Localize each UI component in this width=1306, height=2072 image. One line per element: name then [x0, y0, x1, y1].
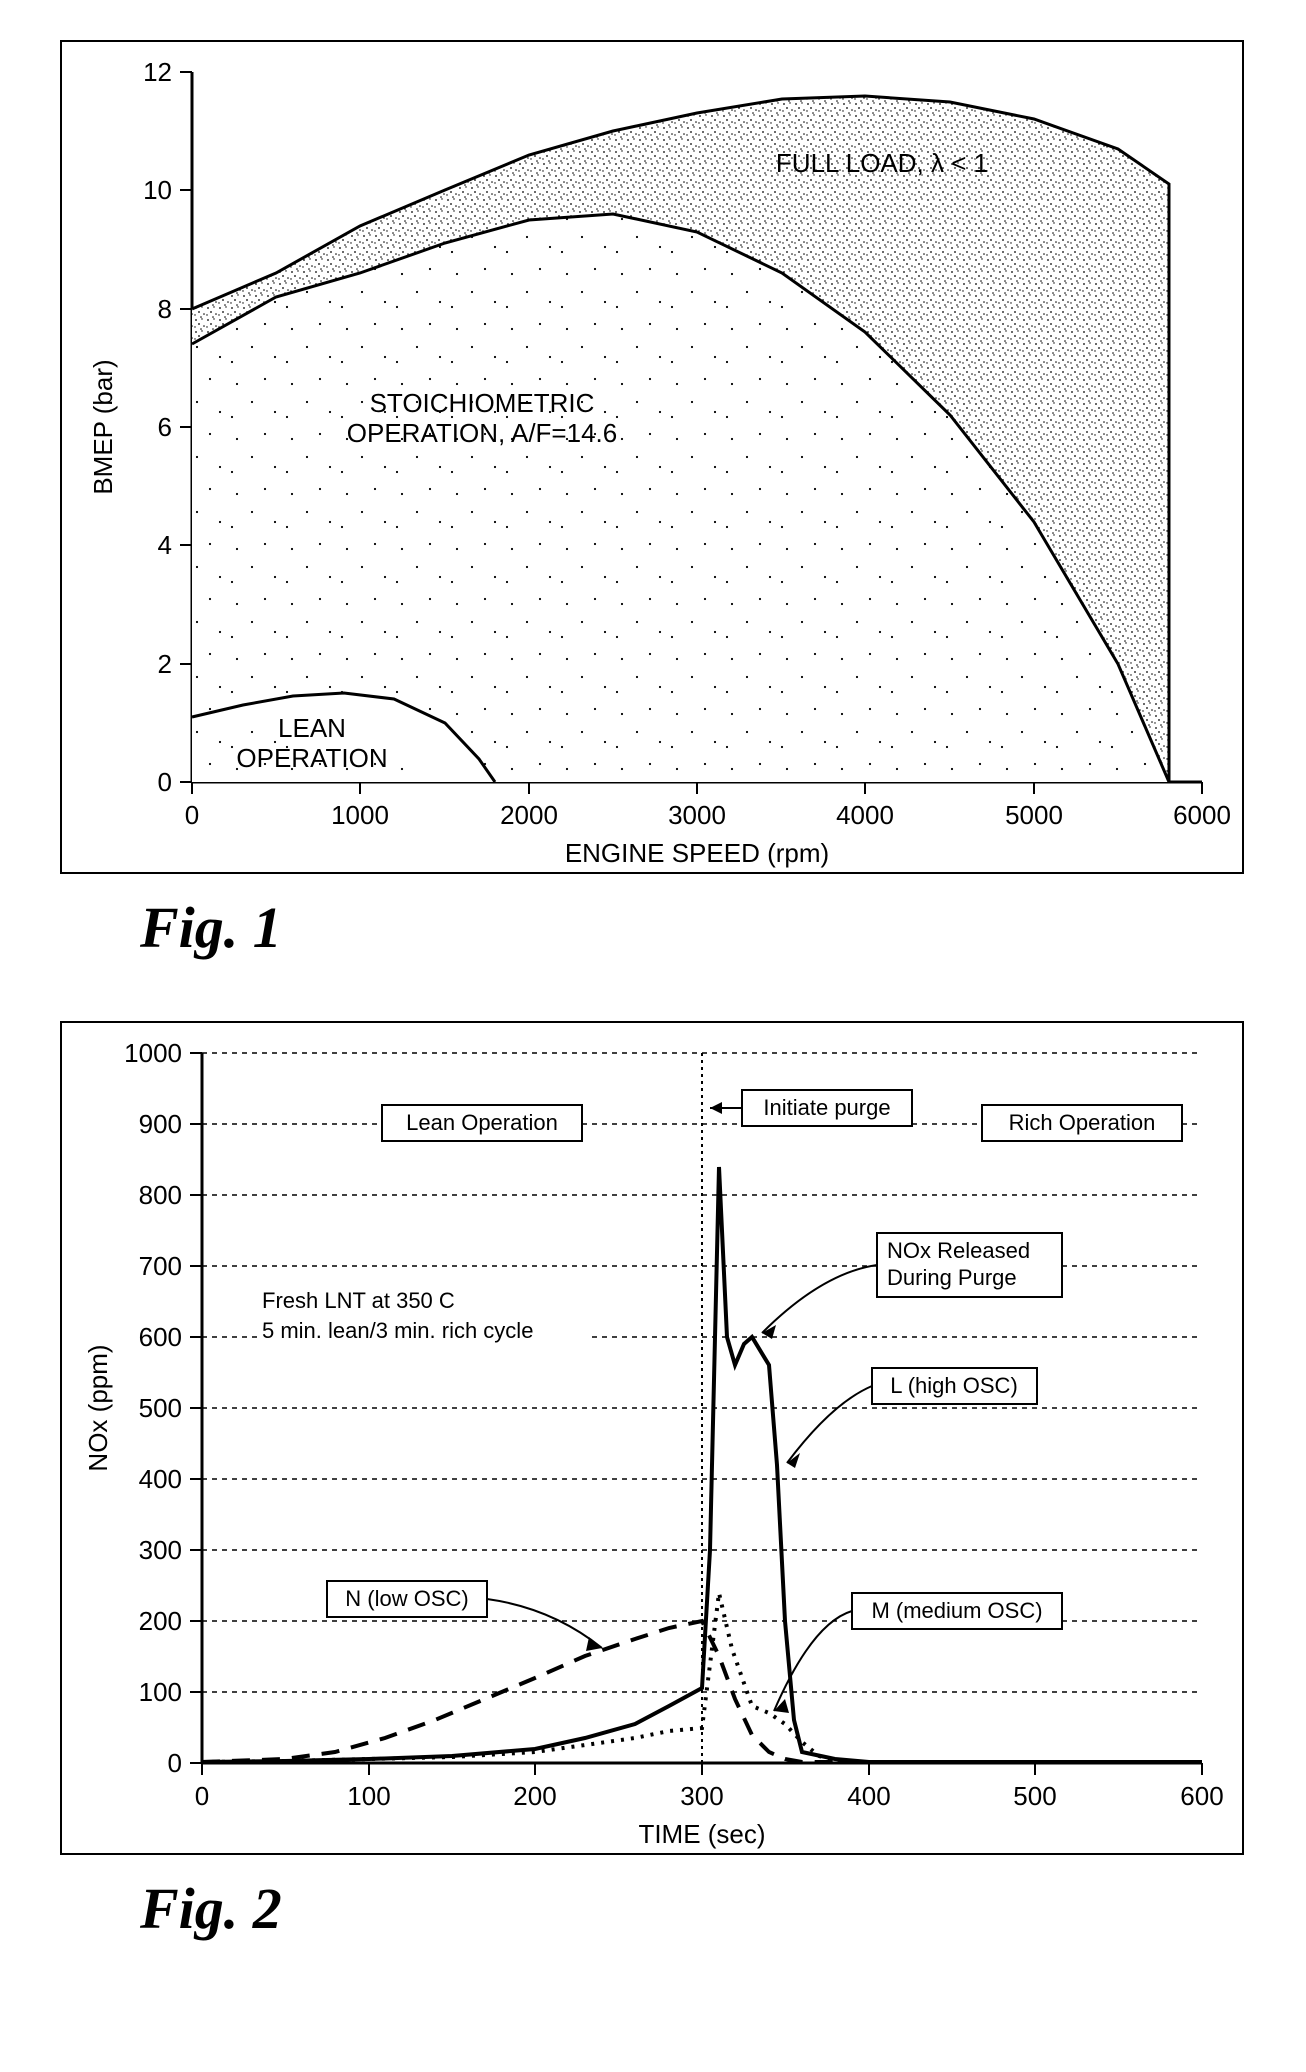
M-label-box: M (medium OSC) [774, 1593, 1062, 1713]
lean-op-box: Lean Operation [382, 1105, 582, 1141]
stoich-label-2: OPERATION, A/F=14.6 [347, 418, 617, 448]
M-label-text: M (medium OSC) [871, 1598, 1042, 1623]
fig1-yticks: 0 2 4 6 8 10 12 [143, 57, 192, 797]
nox-released-box: NOx Released During Purge [762, 1233, 1062, 1339]
fig1-caption: Fig. 1 [140, 894, 1286, 961]
f2y100: 100 [139, 1677, 182, 1707]
ytick-10: 10 [143, 175, 172, 205]
f2y500: 500 [139, 1393, 182, 1423]
f2x600: 600 [1180, 1781, 1223, 1811]
figure-2: 0 100 200 300 400 500 600 700 800 900 10… [60, 1021, 1244, 1855]
noxr2: During Purge [887, 1265, 1017, 1290]
ytick-2: 2 [158, 649, 172, 679]
fig2-xticks: 0 100 200 300 400 500 600 [195, 1763, 1224, 1811]
xtick-3000: 3000 [668, 800, 726, 830]
ytick-12: 12 [143, 57, 172, 87]
f2x200: 200 [513, 1781, 556, 1811]
f2x300: 300 [680, 1781, 723, 1811]
fig2-caption: Fig. 2 [140, 1875, 1286, 1942]
initiate-purge-text: Initiate purge [763, 1095, 890, 1120]
full-load-label: FULL LOAD, λ < 1 [776, 148, 988, 178]
fig2-xlabel: TIME (sec) [638, 1819, 765, 1849]
fig2-svg: 0 100 200 300 400 500 600 700 800 900 10… [62, 1023, 1242, 1853]
stoich-label-1: STOICHIOMETRIC [370, 388, 595, 418]
f2x500: 500 [1013, 1781, 1056, 1811]
xtick-6000: 6000 [1173, 800, 1231, 830]
f2x100: 100 [347, 1781, 390, 1811]
lean-op-text: Lean Operation [406, 1110, 558, 1135]
rich-op-box: Rich Operation [982, 1105, 1182, 1141]
cond2: 5 min. lean/3 min. rich cycle [262, 1318, 533, 1343]
f2x400: 400 [847, 1781, 890, 1811]
xtick-4000: 4000 [836, 800, 894, 830]
L-label-box: L (high OSC) [787, 1368, 1037, 1468]
xtick-0: 0 [185, 800, 199, 830]
ytick-4: 4 [158, 530, 172, 560]
f2y200: 200 [139, 1606, 182, 1636]
noxr1: NOx Released [887, 1238, 1030, 1263]
figure-1: 0 1000 2000 3000 4000 5000 6000 0 2 4 6 … [60, 40, 1244, 874]
f2y800: 800 [139, 1180, 182, 1210]
rich-op-text: Rich Operation [1009, 1110, 1156, 1135]
fig2-yticks: 0 100 200 300 400 500 600 700 800 900 10… [124, 1038, 202, 1778]
fig1-svg: 0 1000 2000 3000 4000 5000 6000 0 2 4 6 … [62, 42, 1242, 872]
fig1-plot: 0 1000 2000 3000 4000 5000 6000 0 2 4 6 … [88, 57, 1231, 868]
f2y1000: 1000 [124, 1038, 182, 1068]
xtick-2000: 2000 [500, 800, 558, 830]
f2y900: 900 [139, 1109, 182, 1139]
f2y300: 300 [139, 1535, 182, 1565]
f2y700: 700 [139, 1251, 182, 1281]
f2y400: 400 [139, 1464, 182, 1494]
xtick-5000: 5000 [1005, 800, 1063, 830]
lean-label-2: OPERATION [236, 743, 387, 773]
f2y600: 600 [139, 1322, 182, 1352]
fig1-ylabel: BMEP (bar) [88, 359, 118, 494]
lean-label-1: LEAN [278, 713, 346, 743]
ytick-6: 6 [158, 412, 172, 442]
ytick-8: 8 [158, 294, 172, 324]
fig1-xticks: 0 1000 2000 3000 4000 5000 6000 [185, 782, 1231, 830]
f2y0: 0 [168, 1748, 182, 1778]
N-label-text: N (low OSC) [345, 1586, 468, 1611]
N-label-box: N (low OSC) [327, 1581, 602, 1651]
xtick-1000: 1000 [331, 800, 389, 830]
ytick-0: 0 [158, 767, 172, 797]
L-label-text: L (high OSC) [890, 1373, 1018, 1398]
fig2-plot: 0 100 200 300 400 500 600 700 800 900 10… [83, 1038, 1224, 1849]
fig1-xlabel: ENGINE SPEED (rpm) [565, 838, 829, 868]
cond1: Fresh LNT at 350 C [262, 1288, 455, 1313]
initiate-purge-box: Initiate purge [710, 1090, 912, 1126]
f2x0: 0 [195, 1781, 209, 1811]
fig2-ylabel: NOx (ppm) [83, 1344, 113, 1471]
